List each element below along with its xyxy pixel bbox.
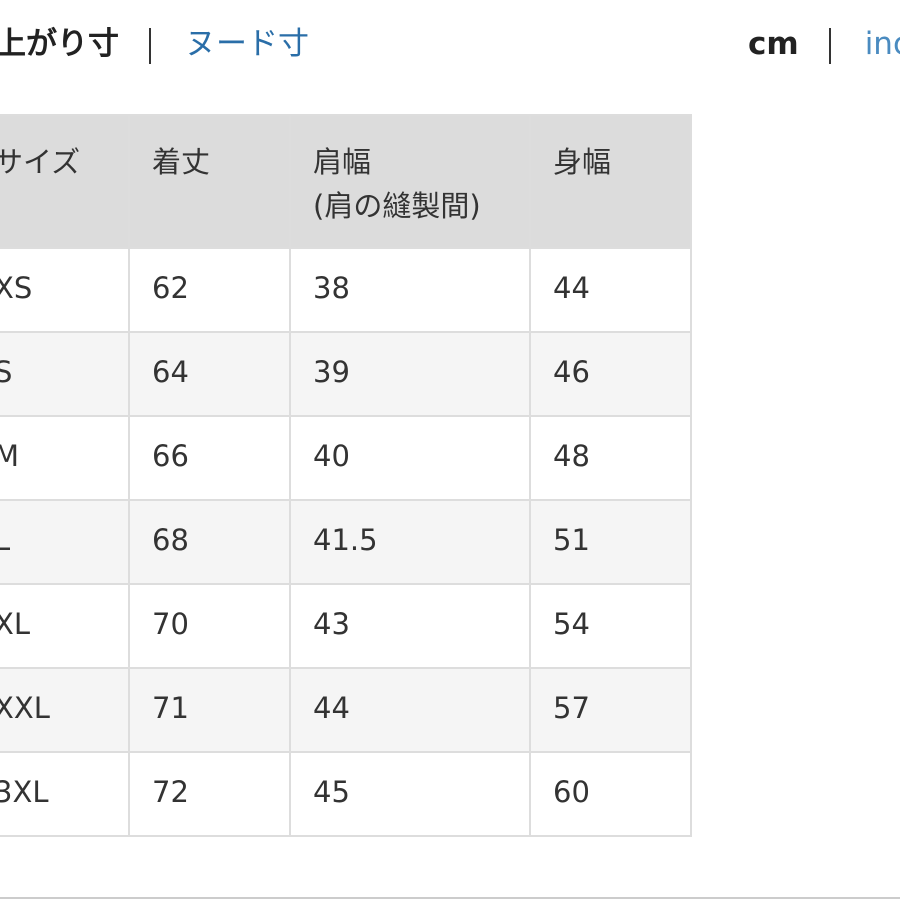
- cell-shoulder: 40: [289, 415, 531, 501]
- cell-chest: 51: [529, 499, 692, 585]
- header-shoulder-label: 肩幅: [313, 145, 372, 179]
- table-row: XS 62 38 44: [0, 247, 692, 333]
- table-row: XL 70 43 54: [0, 583, 692, 669]
- cell-length: 66: [128, 415, 291, 501]
- size-table: サイズ 着丈 肩幅 (肩の縫製間) 身幅 XS 62 38 44 S 64 39 46 M 66 40…: [0, 114, 692, 837]
- cell-size: M: [0, 415, 130, 501]
- divider: [0, 897, 900, 899]
- table-row: M 66 40 48: [0, 415, 692, 501]
- cell-chest: 48: [529, 415, 692, 501]
- header-length: 着丈: [128, 114, 291, 249]
- cell-length: 64: [128, 331, 291, 417]
- cell-shoulder: 44: [289, 667, 531, 753]
- fit-size-tab[interactable]: 仕上がり寸: [0, 26, 119, 62]
- header-size: サイズ: [0, 114, 130, 249]
- cell-shoulder: 43: [289, 583, 531, 669]
- unit-cm[interactable]: cm: [748, 26, 799, 62]
- header-chest: 身幅: [529, 114, 692, 249]
- cell-shoulder: 39: [289, 331, 531, 417]
- divider: [828, 27, 831, 64]
- size-type-toggle: 仕上がり寸 ヌード寸: [0, 22, 309, 66]
- cell-chest: 46: [529, 331, 692, 417]
- unit-inch[interactable]: inch: [864, 26, 900, 62]
- cell-size: S: [0, 331, 130, 417]
- cell-chest: 57: [529, 667, 692, 753]
- table-row: XXL 71 44 57: [0, 667, 692, 753]
- cell-size: 3XL: [0, 751, 130, 837]
- table-header-row: サイズ 着丈 肩幅 (肩の縫製間) 身幅: [0, 114, 692, 249]
- table-row: S 64 39 46: [0, 331, 692, 417]
- cell-length: 72: [128, 751, 291, 837]
- cell-shoulder: 45: [289, 751, 531, 837]
- cell-size: XL: [0, 583, 130, 669]
- nude-size-tab[interactable]: ヌード寸: [185, 26, 309, 62]
- cell-size: XS: [0, 247, 130, 333]
- table-row: L 68 41.5 51: [0, 499, 692, 585]
- cell-shoulder: 38: [289, 247, 531, 333]
- cell-chest: 54: [529, 583, 692, 669]
- cell-size: XXL: [0, 667, 130, 753]
- cell-size: L: [0, 499, 130, 585]
- cell-length: 68: [128, 499, 291, 585]
- divider: [149, 27, 151, 64]
- unit-toggle: cm inch: [748, 22, 900, 66]
- table-row: 3XL 72 45 60: [0, 751, 692, 837]
- header-shoulder: 肩幅 (肩の縫製間): [289, 114, 531, 249]
- cell-chest: 60: [529, 751, 692, 837]
- header-shoulder-note: (肩の縫製間): [313, 189, 481, 223]
- cell-length: 70: [128, 583, 291, 669]
- cell-length: 62: [128, 247, 291, 333]
- cell-length: 71: [128, 667, 291, 753]
- cell-chest: 44: [529, 247, 692, 333]
- cell-shoulder: 41.5: [289, 499, 531, 585]
